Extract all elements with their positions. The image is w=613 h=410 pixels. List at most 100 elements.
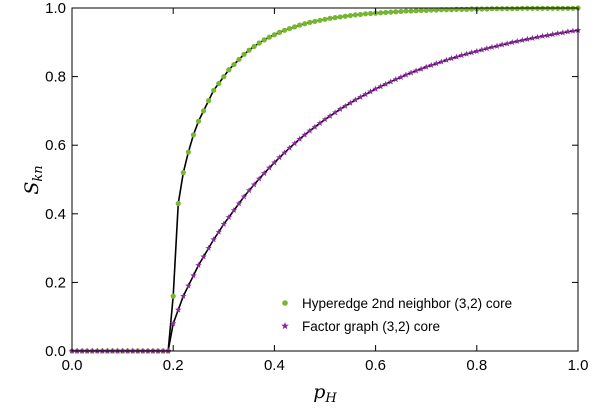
data-point-hyperedge <box>332 15 338 21</box>
legend-label-hyperedge: Hyperedge 2nd neighbor (3,2) core <box>302 296 512 311</box>
data-point-hyperedge <box>231 61 237 68</box>
data-point-hyperedge <box>261 37 267 43</box>
data-point-factor <box>417 65 425 72</box>
data-point-factor <box>367 88 374 95</box>
data-point-factor <box>544 32 551 39</box>
data-point-factor <box>286 144 293 151</box>
data-point-hyperedge <box>362 11 369 17</box>
data-point-hyperedge <box>469 6 475 12</box>
data-point-factor <box>281 149 288 156</box>
x-tick-label: 1.0 <box>568 357 589 374</box>
data-point-factor <box>225 213 233 220</box>
data-point-factor <box>240 193 248 200</box>
data-point-factor <box>190 272 197 279</box>
data-point-factor <box>235 200 243 207</box>
data-point-factor <box>387 78 395 85</box>
y-tick-label: 0.6 <box>45 137 66 154</box>
data-point-factor <box>493 42 501 49</box>
data-point-hyperedge <box>190 132 197 138</box>
data-point-hyperedge <box>342 13 348 19</box>
data-point-hyperedge <box>312 18 318 24</box>
data-point-factor <box>402 71 410 78</box>
data-point-factor <box>230 206 238 214</box>
data-point-hyperedge <box>423 7 429 14</box>
data-point-factor <box>564 28 572 35</box>
data-point-factor <box>342 102 349 109</box>
data-point-hyperedge <box>357 11 364 18</box>
data-point-factor <box>357 93 364 100</box>
data-point-factor <box>347 99 354 106</box>
legend-marker-factor <box>281 322 289 330</box>
data-point-factor <box>443 56 450 63</box>
data-point-factor <box>397 73 405 81</box>
x-tick-label: 0.6 <box>365 357 386 374</box>
data-point-factor <box>428 61 435 69</box>
data-point-factor <box>559 29 567 36</box>
data-point-hyperedge <box>206 98 212 104</box>
data-point-hyperedge <box>428 7 434 13</box>
data-point-hyperedge <box>489 6 495 12</box>
data-point-factor <box>266 164 273 171</box>
x-axis-title: pH <box>313 381 337 406</box>
data-point-factor <box>433 60 440 67</box>
data-point-factor <box>311 123 319 130</box>
data-point-factor <box>438 58 445 65</box>
data-point-hyperedge <box>175 200 181 207</box>
data-point-factor <box>175 306 182 313</box>
data-point-factor <box>534 33 541 40</box>
data-point-factor <box>291 140 298 147</box>
y-tick-label: 0.8 <box>45 69 66 86</box>
data-point-hyperedge <box>256 40 262 46</box>
data-point-factor <box>483 45 491 52</box>
x-tick-label: 0.4 <box>264 357 285 374</box>
x-tick-label: 0.2 <box>163 357 184 374</box>
x-tick-label: 0.8 <box>466 357 487 374</box>
data-point-hyperedge <box>221 74 227 80</box>
data-point-hyperedge <box>195 118 202 124</box>
data-point-factor <box>412 67 420 74</box>
data-point-hyperedge <box>271 32 277 38</box>
data-point-hyperedge <box>170 293 176 299</box>
data-point-hyperedge <box>200 108 207 114</box>
data-point-hyperedge <box>246 47 252 53</box>
data-point-factor <box>453 53 460 60</box>
data-point-factor <box>372 85 379 92</box>
data-point-factor <box>362 91 369 98</box>
plot-frame <box>71 7 579 352</box>
data-point-hyperedge <box>352 12 358 18</box>
data-point-factor <box>180 292 187 299</box>
data-point-hyperedge <box>509 6 515 12</box>
data-point-factor <box>306 127 314 134</box>
data-point-factor <box>529 34 536 41</box>
data-point-factor <box>301 131 308 138</box>
data-point-hyperedge <box>276 29 283 35</box>
data-point-hyperedge <box>236 56 242 63</box>
data-point-factor <box>321 116 329 123</box>
data-point-hyperedge <box>388 9 394 15</box>
data-point-factor <box>519 36 526 43</box>
data-point-hyperedge <box>216 80 222 87</box>
data-point-hyperedge <box>211 87 217 93</box>
data-point-hyperedge <box>241 51 247 57</box>
data-point-hyperedge <box>433 7 439 13</box>
data-point-factor <box>463 50 470 57</box>
data-point-factor <box>271 159 278 166</box>
y-tick-label: 1.0 <box>45 0 66 17</box>
data-point-factor <box>478 46 486 53</box>
data-point-factor <box>524 35 531 42</box>
data-point-hyperedge <box>484 6 490 12</box>
data-point-factor <box>458 51 465 59</box>
data-point-hyperedge <box>499 6 505 12</box>
data-point-factor <box>169 320 177 327</box>
data-point-hyperedge <box>418 7 424 14</box>
data-point-factor <box>549 31 556 38</box>
data-point-factor <box>215 228 222 235</box>
data-point-factor <box>468 49 475 56</box>
data-point-factor <box>185 282 192 289</box>
data-point-factor <box>392 75 400 83</box>
data-point-hyperedge <box>185 149 191 155</box>
data-point-factor <box>352 96 359 103</box>
data-point-hyperedge <box>398 8 404 15</box>
data-point-hyperedge <box>302 21 308 27</box>
data-point-hyperedge <box>367 10 374 17</box>
